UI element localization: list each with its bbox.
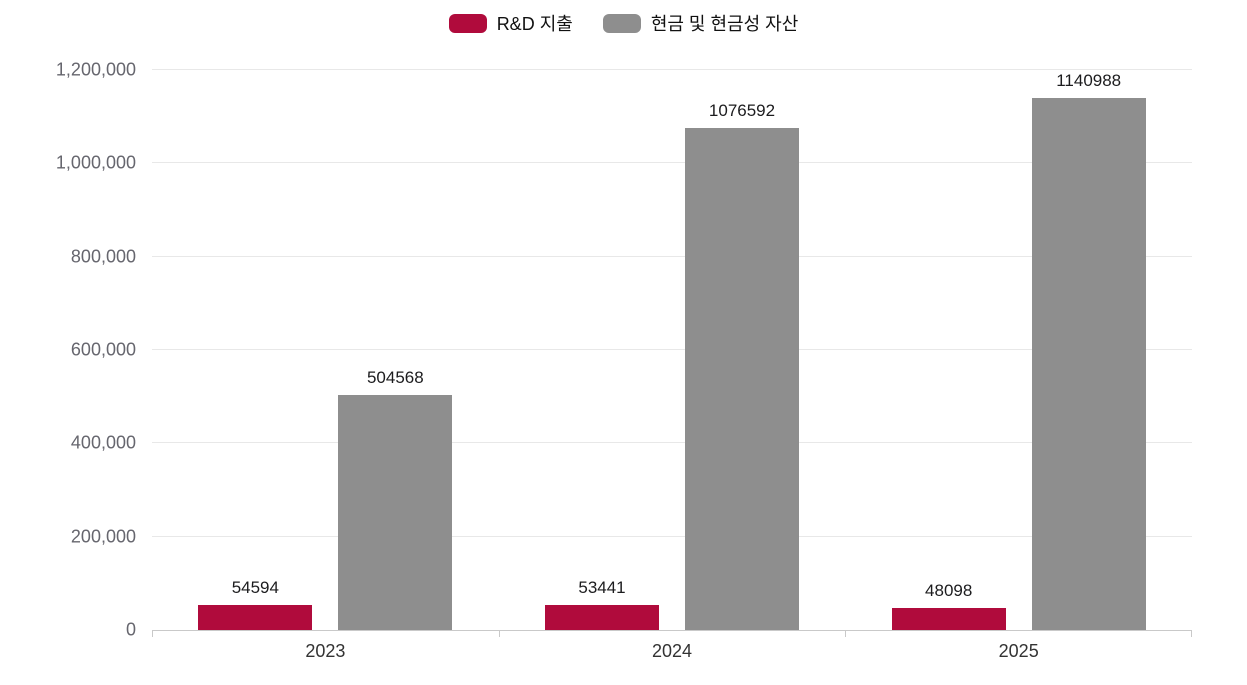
x-axis-tick (845, 631, 847, 637)
y-axis: 0 200,000 400,000 600,000 800,000 1,000,000 1,… (0, 60, 136, 640)
bar-value-label: 48098 (925, 580, 973, 600)
y-tick-label: 1,200,000 (55, 59, 136, 80)
legend-label: R&D 지출 (496, 14, 573, 34)
gridline (152, 162, 1192, 164)
x-axis-tick (498, 631, 500, 637)
bar-group: 48098 1140988 (845, 70, 1192, 630)
gridline (152, 255, 1192, 257)
legend-swatch-icon (448, 13, 487, 33)
bar-series-1: 1076592 (685, 101, 799, 630)
bar-value-label: 1076592 (708, 100, 776, 120)
gridline (152, 69, 1192, 70)
gridline (152, 535, 1192, 537)
y-tick-label: 800,000 (70, 246, 136, 267)
gridline (152, 349, 1192, 350)
legend-swatch-icon (602, 13, 641, 33)
x-tick-label: 2023 (305, 641, 346, 661)
x-tick-label: 2024 (651, 641, 693, 661)
bar-value-label: 53441 (578, 578, 626, 598)
chart-legend: R&D 지출 현금 및 현금성 자산 (0, 10, 1247, 36)
gridline (152, 442, 1192, 444)
y-tick-label: 0 (125, 619, 136, 640)
legend-item[interactable]: R&D 지출 (448, 10, 573, 36)
legend-item[interactable]: 현금 및 현금성 자산 (602, 10, 799, 36)
x-axis: 2023 2024 2025 (152, 631, 1192, 662)
legend-label: 현금 및 현금성 자산 (650, 14, 799, 34)
bar-value-label: 1140988 (1056, 70, 1122, 90)
bar-series-0: 53441 (545, 578, 659, 630)
bar-group: 54594 504568 (152, 70, 499, 630)
plot-area: 54594 504568 53441 1076592 48098 1140988 (152, 69, 1192, 631)
y-tick-label: 400,000 (70, 432, 136, 453)
bar-series-0: 48098 (891, 581, 1006, 630)
bar-value-label: 54594 (231, 577, 279, 597)
x-axis-tick (1191, 631, 1192, 637)
y-tick-label: 200,000 (70, 526, 136, 547)
x-tick-label: 2025 (998, 641, 1039, 661)
bar-series-0: 54594 (198, 578, 313, 630)
bar-series-1: 504568 (338, 368, 453, 630)
y-tick-label: 1,000,000 (55, 152, 136, 173)
bar-group: 53441 1076592 (499, 70, 846, 630)
y-tick-label: 600,000 (70, 339, 136, 360)
bar-series-1: 1140988 (1031, 71, 1146, 630)
bar-value-label: 504568 (366, 367, 424, 387)
x-axis-tick (152, 631, 153, 637)
